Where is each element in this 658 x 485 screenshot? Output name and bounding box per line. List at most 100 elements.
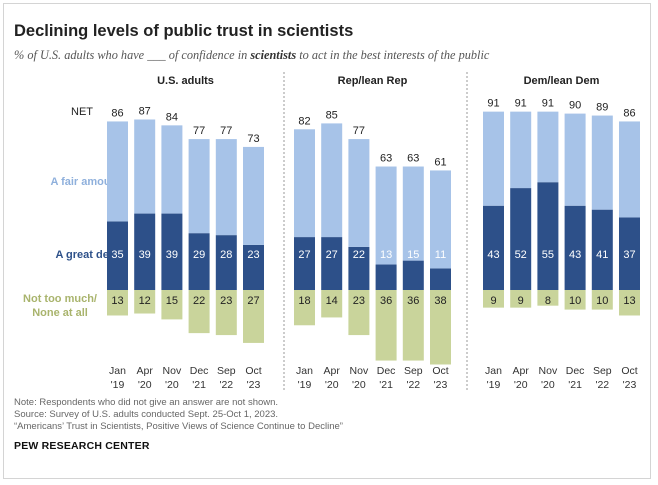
x-tick-year: '23 [434, 379, 448, 391]
great-deal-bar [134, 213, 156, 290]
x-tick-month: Nov [163, 365, 182, 377]
not-too-much-value-label: 9 [518, 295, 524, 307]
x-tick-year: '21 [568, 379, 582, 391]
fair-amount-bar [619, 121, 640, 218]
x-tick-month: Jan [485, 365, 502, 377]
x-tick-month: Oct [432, 365, 448, 377]
net-value-label: 73 [247, 133, 259, 145]
not-too-much-bar [107, 290, 128, 316]
panel-title-1: U.S. adults [157, 75, 214, 87]
not-too-much-value-label: 22 [193, 295, 205, 307]
x-tick-year: '23 [247, 379, 261, 391]
x-tick-year: '19 [111, 379, 125, 391]
great-deal-bar [537, 182, 559, 290]
not-too-much-bar [430, 290, 451, 365]
fair-amount-bar [348, 139, 370, 247]
great-deal-bar [430, 268, 451, 290]
net-value-label: 91 [487, 98, 499, 110]
net-value-label: 84 [166, 111, 178, 123]
not-too-much-bar [402, 290, 424, 361]
panel-title-3: Dem/lean Dem [524, 75, 600, 87]
x-tick-year: '20 [352, 379, 366, 391]
great-deal-value-label: 35 [111, 249, 123, 261]
great-deal-value-label: 27 [298, 249, 310, 261]
great-deal-value-label: 52 [515, 249, 527, 261]
great-deal-bar [161, 213, 183, 290]
not-too-much-value-label: 38 [434, 295, 446, 307]
great-deal-bar [375, 264, 397, 290]
not-too-much-value-label: 23 [220, 295, 232, 307]
great-deal-value-label: 11 [435, 249, 446, 261]
not-too-much-value-label: 36 [380, 295, 392, 307]
not-too-much-row-label-line2: None at all [32, 307, 88, 319]
x-tick-month: Oct [621, 365, 637, 377]
fair-amount-bar [294, 129, 315, 238]
note-text: Note: Respondents who did not give an an… [14, 397, 279, 408]
fair-amount-bar [537, 111, 559, 183]
x-tick-month: Nov [350, 365, 369, 377]
net-row-label: NET [71, 106, 93, 118]
not-too-much-value-label: 15 [166, 295, 178, 307]
pew-research-center-logo: PEW RESEARCH CENTER [14, 440, 150, 452]
not-too-much-value-label: 27 [247, 295, 259, 307]
great-deal-bar [619, 217, 640, 290]
fair-amount-bar [161, 125, 183, 214]
fair-amount-bar [134, 119, 156, 214]
x-tick-year: '21 [379, 379, 393, 391]
x-tick-year: '20 [541, 379, 555, 391]
fair-amount-bar [483, 111, 504, 206]
not-too-much-value-label: 13 [111, 295, 123, 307]
great-deal-bar [294, 237, 315, 290]
great-deal-bar [591, 209, 613, 290]
fair-amount-bar [510, 111, 532, 189]
great-deal-value-label: 29 [193, 249, 205, 261]
x-tick-month: Sep [593, 365, 612, 377]
source-text: Source: Survey of U.S. adults conducted … [14, 409, 279, 420]
x-tick-year: '19 [298, 379, 312, 391]
not-too-much-value-label: 9 [490, 295, 496, 307]
chart-subtitle: % of U.S. adults who have ___ of confide… [14, 48, 489, 63]
not-too-much-value-label: 12 [139, 295, 151, 307]
x-tick-month: Apr [324, 365, 341, 377]
not-too-much-bar [161, 290, 183, 320]
great-deal-bar [510, 188, 532, 290]
not-too-much-bar [591, 290, 613, 310]
great-deal-bar [348, 246, 370, 290]
great-deal-bar [215, 235, 237, 290]
x-tick-month: Apr [137, 365, 154, 377]
x-tick-month: Oct [245, 365, 261, 377]
x-tick-year: '22 [219, 379, 233, 391]
great-deal-bar [243, 244, 264, 290]
net-value-label: 85 [326, 109, 338, 121]
fair-amount-bar [591, 115, 613, 210]
great-deal-bar [188, 233, 210, 290]
not-too-much-value-label: 23 [353, 295, 365, 307]
x-tick-month: Nov [539, 365, 558, 377]
net-value-label: 91 [515, 98, 527, 110]
great-deal-bar [483, 205, 504, 290]
x-tick-year: '20 [325, 379, 339, 391]
x-tick-year: '20 [138, 379, 152, 391]
great-deal-value-label: 28 [220, 249, 232, 261]
great-deal-value-label: 55 [542, 249, 554, 261]
net-value-label: 86 [623, 107, 635, 119]
net-value-label: 89 [596, 102, 608, 114]
great-deal-value-label: 41 [596, 249, 608, 261]
x-tick-month: Sep [217, 365, 236, 377]
not-too-much-row-label-line1: Not too much/ [23, 293, 97, 305]
not-too-much-bar [134, 290, 156, 314]
not-too-much-bar [188, 290, 210, 334]
report-title: “Americans’ Trust in Scientists, Positiv… [14, 421, 343, 432]
subtitle-part-2: to act in the best interests of the publ… [296, 48, 490, 62]
x-tick-month: Dec [566, 365, 585, 377]
great-deal-row-label: A great deal [55, 249, 118, 261]
great-deal-value-label: 43 [569, 249, 581, 261]
not-too-much-bar [483, 290, 504, 308]
fair-amount-bar [188, 139, 210, 234]
fair-amount-bar [375, 166, 397, 265]
subtitle-emphasis: scientists [250, 48, 297, 62]
x-tick-month: Apr [513, 365, 530, 377]
great-deal-bar [402, 260, 424, 290]
not-too-much-value-label: 10 [596, 295, 608, 307]
x-tick-month: Dec [190, 365, 209, 377]
